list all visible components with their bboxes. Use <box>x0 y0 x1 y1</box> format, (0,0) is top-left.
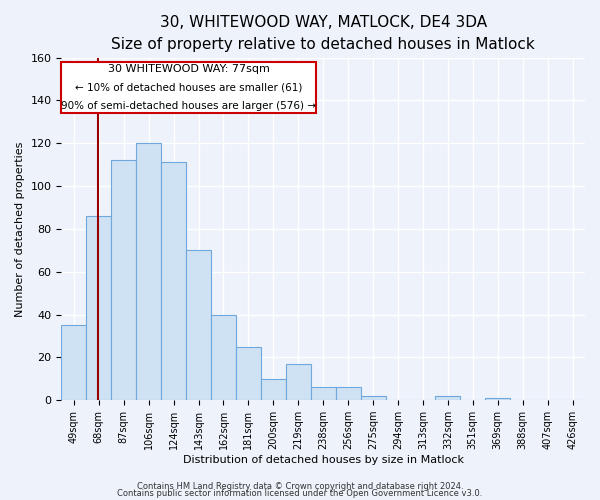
Bar <box>86 216 111 400</box>
Text: Contains public sector information licensed under the Open Government Licence v3: Contains public sector information licen… <box>118 490 482 498</box>
Bar <box>61 62 316 113</box>
Bar <box>286 364 311 400</box>
Text: 90% of semi-detached houses are larger (576) →: 90% of semi-detached houses are larger (… <box>61 100 316 110</box>
Bar <box>485 398 510 400</box>
Bar <box>61 326 86 400</box>
Text: ← 10% of detached houses are smaller (61): ← 10% of detached houses are smaller (61… <box>75 82 302 92</box>
Text: Contains HM Land Registry data © Crown copyright and database right 2024.: Contains HM Land Registry data © Crown c… <box>137 482 463 491</box>
Bar <box>111 160 136 400</box>
X-axis label: Distribution of detached houses by size in Matlock: Distribution of detached houses by size … <box>183 455 464 465</box>
Bar <box>261 379 286 400</box>
Title: 30, WHITEWOOD WAY, MATLOCK, DE4 3DA
Size of property relative to detached houses: 30, WHITEWOOD WAY, MATLOCK, DE4 3DA Size… <box>112 15 535 52</box>
Bar <box>335 388 361 400</box>
Bar <box>311 388 335 400</box>
Text: 30 WHITEWOOD WAY: 77sqm: 30 WHITEWOOD WAY: 77sqm <box>107 64 269 74</box>
Bar <box>361 396 386 400</box>
Bar <box>236 346 261 400</box>
Y-axis label: Number of detached properties: Number of detached properties <box>15 141 25 316</box>
Bar <box>211 314 236 400</box>
Bar <box>186 250 211 400</box>
Bar <box>436 396 460 400</box>
Bar <box>161 162 186 400</box>
Bar <box>136 143 161 400</box>
